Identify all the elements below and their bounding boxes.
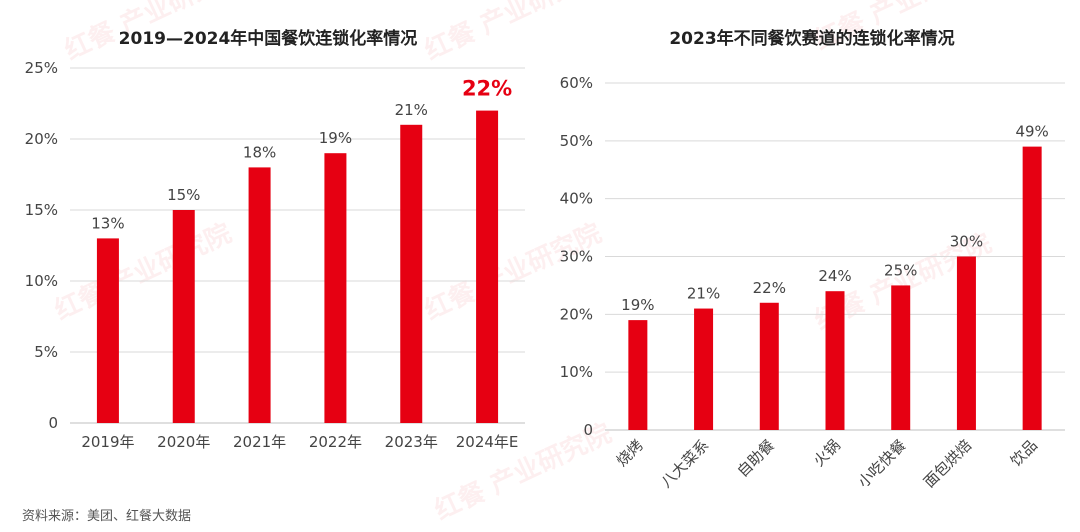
x-tick-label: 面包烘焙 — [920, 436, 975, 491]
y-tick-label: 20% — [560, 305, 593, 323]
x-tick-label: 2019年 — [81, 433, 134, 451]
watermark-4: 红餐 产业研究院 — [50, 218, 236, 327]
bar — [956, 256, 976, 430]
x-tick-label: 自助餐 — [734, 436, 779, 481]
y-tick-label: 50% — [560, 132, 593, 150]
x-tick-label: 烧烤 — [613, 436, 647, 470]
chart-title: 2023年不同餐饮赛道的连锁化率情况 — [669, 28, 954, 49]
bar — [628, 320, 648, 430]
y-tick-label: 25% — [25, 59, 58, 77]
x-tick-label: 2022年 — [309, 433, 362, 451]
bar — [1022, 146, 1042, 430]
y-tick-label: 10% — [560, 363, 593, 381]
x-tick-label: 2021年 — [233, 433, 286, 451]
y-tick-label: 15% — [25, 201, 58, 219]
data-label: 18% — [243, 143, 276, 161]
x-tick-label: 火锅 — [810, 436, 844, 470]
data-label: 19% — [621, 296, 654, 314]
data-label: 24% — [818, 267, 851, 285]
data-label: 22% — [753, 279, 786, 297]
data-label: 49% — [1015, 123, 1048, 141]
data-label: 21% — [687, 285, 720, 303]
y-tick-label: 30% — [560, 248, 593, 266]
x-tick-label: 小吃快餐 — [854, 436, 909, 491]
y-tick-label: 10% — [25, 272, 58, 290]
data-label: 21% — [395, 101, 428, 119]
bar — [759, 302, 779, 430]
x-tick-label: 饮品 — [1007, 436, 1041, 470]
chart-title: 2019—2024年中国餐饮连锁化率情况 — [119, 28, 418, 49]
x-tick-label: 2024年E — [456, 433, 519, 451]
chart-chain-rate-by-year: 2019—2024年中国餐饮连锁化率情况 0 5% 10% 15% 20% 25% 13% 2… — [25, 28, 525, 451]
x-tick-label: 2020年 — [157, 433, 210, 451]
bar — [476, 110, 499, 423]
x-tick-label: 2023年 — [385, 433, 438, 451]
y-tick-label: 20% — [25, 130, 58, 148]
data-label: 30% — [950, 233, 983, 251]
source-note: 资料来源：美团、红餐大数据 — [22, 508, 191, 524]
bar — [694, 308, 714, 430]
y-tick-label: 5% — [34, 343, 58, 361]
watermark-2: 红餐 产业研究院 — [420, 0, 606, 66]
data-label: 15% — [167, 186, 200, 204]
x-tick-label: 八大菜系 — [657, 436, 712, 491]
data-label: 19% — [319, 129, 352, 147]
data-label: 25% — [884, 261, 917, 279]
y-tick-label: 0 — [583, 421, 593, 439]
data-label: 13% — [91, 214, 124, 232]
bar — [825, 291, 845, 430]
data-label-highlight: 22% — [462, 77, 512, 101]
bar — [324, 153, 347, 423]
bar — [248, 167, 271, 423]
bar — [891, 285, 911, 430]
bar — [400, 124, 423, 424]
bar — [96, 238, 119, 423]
y-tick-label: 0 — [48, 414, 58, 432]
bar — [172, 210, 195, 423]
chart-chain-rate-by-segment: 2023年不同餐饮赛道的连锁化率情况 0 10% 20% 30% 40% 50% 60% 19… — [560, 28, 1065, 491]
y-tick-label: 40% — [560, 190, 593, 208]
y-tick-label: 60% — [560, 74, 593, 92]
